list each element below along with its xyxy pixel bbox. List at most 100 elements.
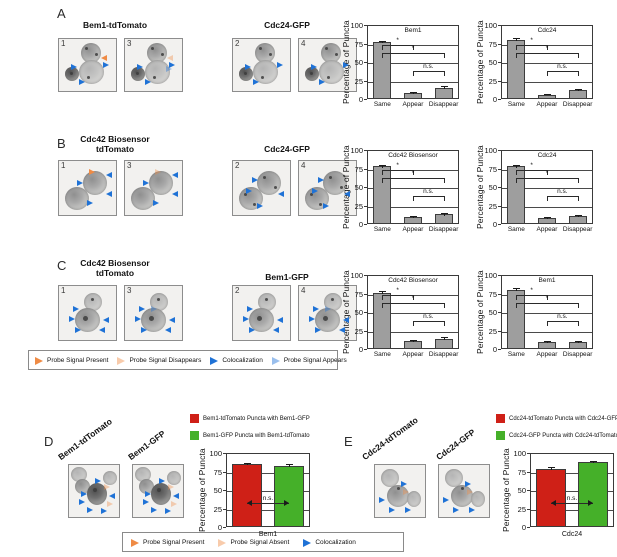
yeast-cell xyxy=(149,171,173,195)
panel-e-legend-item-0: Cdc24-tdTomato Puncta with Cdc24-GFP xyxy=(496,414,617,423)
significance-tick xyxy=(577,321,579,326)
arrow-filled-blue-icon xyxy=(249,327,255,333)
micrograph-c-2[interactable]: 2 xyxy=(232,285,291,341)
micrograph-d-2[interactable] xyxy=(132,464,184,518)
bar-appear[interactable] xyxy=(538,218,556,224)
bar-disappear[interactable] xyxy=(568,90,587,99)
significance-tick xyxy=(577,303,579,308)
micrograph-b-1[interactable]: 1 xyxy=(58,160,117,216)
bar-cdc24-gfp-puncta-with-cdc24-tdtomato[interactable] xyxy=(578,461,608,527)
color-swatch-red xyxy=(190,414,199,423)
significance-tick xyxy=(516,295,518,300)
y-tick-label: 100 xyxy=(484,271,497,280)
micrograph-a-1[interactable]: 1 xyxy=(58,38,117,92)
panel-e-legend-label-1: Cdc24-GFP Puncta with Cdc24-tdTomato xyxy=(509,432,617,439)
frame-number: 4 xyxy=(301,286,306,295)
bar-appear[interactable] xyxy=(538,342,556,349)
significance-line xyxy=(382,53,444,54)
arrow-filled-blue-icon xyxy=(173,493,179,499)
arrow-filled-blue-icon xyxy=(87,507,93,513)
significance-tick xyxy=(413,170,414,175)
significance-arrow xyxy=(284,499,289,506)
significance-label: * xyxy=(411,45,415,52)
error-bar-cap xyxy=(574,214,582,216)
micrograph-b-2[interactable]: 2 xyxy=(232,160,291,216)
micrograph-c-3[interactable]: 3 xyxy=(124,285,183,341)
significance-tick xyxy=(547,321,548,326)
bar-disappear[interactable] xyxy=(434,87,453,99)
x-tick-label: Same xyxy=(507,101,525,108)
puncta xyxy=(85,47,88,50)
puncta xyxy=(319,203,322,206)
arrow-open-blue-icon xyxy=(166,66,172,72)
bar-disappear[interactable] xyxy=(568,341,587,349)
panel-letter-d: D xyxy=(44,434,54,449)
micrograph-c-4[interactable]: 4 xyxy=(298,285,357,341)
y-tick-label: 50 xyxy=(354,308,363,317)
significance-arrow xyxy=(588,499,593,506)
significance-tick xyxy=(516,178,518,183)
frame-number: 3 xyxy=(127,161,132,170)
y-tick-label: 50 xyxy=(488,183,497,192)
arrow-filled-blue-icon xyxy=(172,172,178,178)
arrow-filled-blue-icon xyxy=(99,327,105,333)
gridline xyxy=(368,188,458,189)
legend-abc-label-2: Colocalization xyxy=(222,356,263,364)
bar-appear[interactable] xyxy=(404,217,422,224)
frame-number: 3 xyxy=(127,286,132,295)
error-bar-cap xyxy=(440,213,448,215)
arrow-filled-blue-icon xyxy=(145,491,151,497)
arrow-filled-blue-icon xyxy=(465,481,471,487)
arrow-filled-blue-icon xyxy=(153,200,159,206)
significance-label: * xyxy=(396,162,399,169)
y-tick-mark xyxy=(527,508,530,510)
x-tick-label: Disappear xyxy=(428,101,459,108)
arrow-filled-blue-icon xyxy=(243,316,249,322)
legend-abc-label-1: Probe Signal Disappears xyxy=(129,356,202,364)
gridline xyxy=(368,207,458,208)
error-bar xyxy=(516,164,518,168)
y-tick-mark xyxy=(223,471,226,473)
panel-b-title-left-line1: Cdc42 Biosensor xyxy=(80,134,150,144)
y-tick-mark xyxy=(364,275,367,276)
arrow-filled-blue-icon xyxy=(453,507,459,513)
legend-de-item-0: Probe Signal Present xyxy=(131,538,204,547)
gridline xyxy=(227,491,309,492)
micrograph-a-3[interactable]: 3 xyxy=(124,38,183,92)
micrograph-b-4[interactable]: 4 xyxy=(298,160,357,216)
y-tick-label: 50 xyxy=(517,486,526,495)
panel-d-legend-label-0: Bem1-tdTomato Puncta with Bem1-GFP xyxy=(203,415,310,422)
bar-disappear[interactable] xyxy=(434,214,453,224)
bar-disappear[interactable] xyxy=(568,215,587,224)
micrograph-a-4[interactable]: 4 xyxy=(298,38,357,92)
bar-bem1-gfp-puncta-with-bem1-tdtomato[interactable] xyxy=(274,465,304,527)
arrow-filled-blue-icon xyxy=(252,177,258,183)
micrograph-e-1[interactable] xyxy=(374,464,426,518)
color-swatch-red xyxy=(496,414,505,423)
y-tick-mark xyxy=(364,43,367,45)
yeast-cell xyxy=(75,479,90,494)
y-tick-mark xyxy=(527,490,530,491)
significance-label: n.s. xyxy=(423,313,434,320)
chart-c-cdc42: Percentage of Puncta 0 25 50 75 100 Cdc42 Bios… xyxy=(340,266,472,370)
puncta xyxy=(161,53,164,56)
bar-disappear[interactable] xyxy=(434,338,453,349)
y-tick-mark xyxy=(364,187,367,188)
micrograph-d-1[interactable] xyxy=(68,464,120,518)
y-tick-mark xyxy=(364,99,367,100)
micrograph-a-2[interactable]: 2 xyxy=(232,38,291,92)
x-tick-label: Appear xyxy=(536,101,558,108)
error-bar-cap xyxy=(513,164,521,166)
y-tick-label: 75 xyxy=(488,39,497,49)
arrow-filled-blue-icon xyxy=(469,507,475,513)
panel-d-legend-label-1: Bem1-GFP Puncta with Bem1-tdTomato xyxy=(203,432,310,439)
micrograph-e-2[interactable] xyxy=(438,464,490,518)
bar-appear[interactable] xyxy=(404,340,422,349)
micrograph-b-3[interactable]: 3 xyxy=(124,160,183,216)
significance-label: n.s. xyxy=(423,188,434,195)
gridline xyxy=(531,510,613,511)
bar-bem1-tdtomato-puncta-with-bem1-gfp[interactable] xyxy=(232,464,262,527)
arrow-filled-blue-icon xyxy=(277,317,283,323)
micrograph-c-1[interactable]: 1 xyxy=(58,285,117,341)
error-bar-cap xyxy=(440,86,448,88)
